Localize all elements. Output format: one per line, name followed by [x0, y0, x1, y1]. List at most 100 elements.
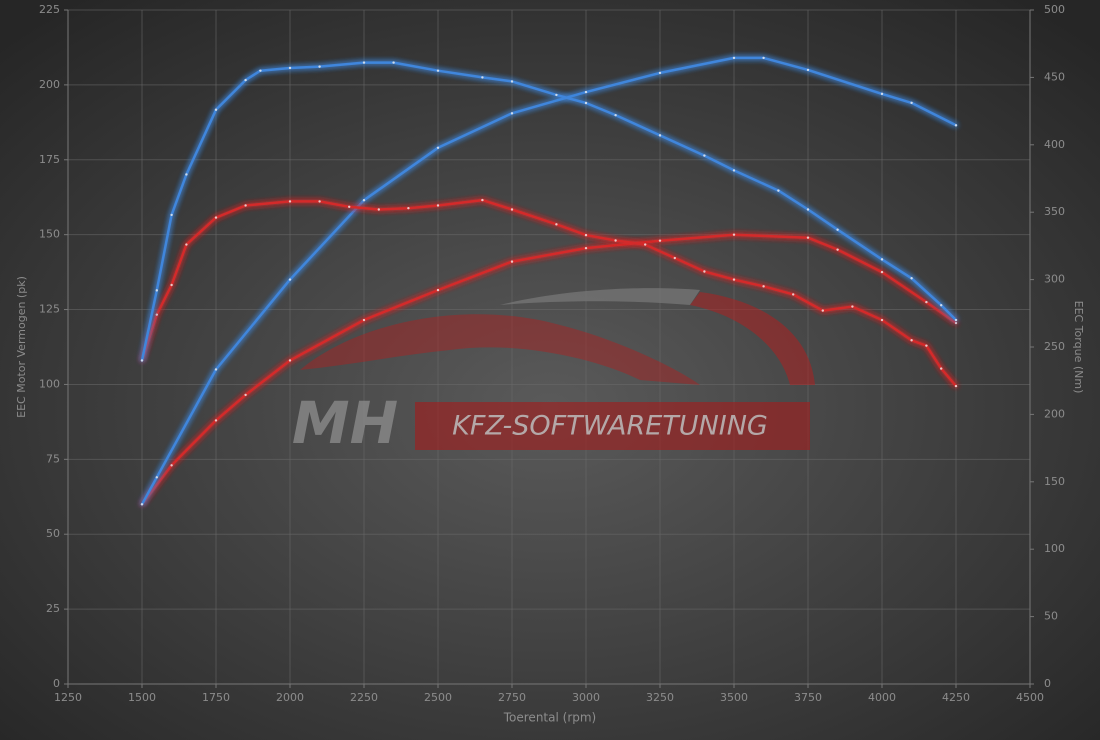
x-tick-label: 2000	[276, 691, 304, 704]
data-point	[777, 189, 780, 192]
y-tick-label: 200	[39, 78, 60, 91]
data-point	[348, 205, 351, 209]
data-point	[318, 65, 321, 68]
data-point	[436, 146, 440, 149]
data-point	[407, 206, 410, 210]
data-point	[214, 108, 218, 111]
data-point	[584, 233, 588, 237]
data-point	[436, 69, 440, 72]
data-point	[155, 476, 158, 479]
data-point	[377, 208, 380, 211]
data-point	[170, 213, 173, 217]
data-point	[362, 61, 366, 64]
data-point	[940, 367, 943, 370]
data-point	[910, 339, 913, 342]
data-point	[732, 169, 736, 172]
data-point	[170, 464, 173, 467]
data-point	[732, 278, 736, 281]
data-point	[214, 216, 218, 219]
data-point	[880, 318, 884, 322]
data-point	[584, 101, 588, 105]
x-tick-label: 4250	[942, 691, 970, 704]
y-tick-label: 0	[53, 677, 60, 690]
x-tick-label: 4000	[868, 691, 896, 704]
data-point	[584, 90, 588, 94]
y2-tick-label: 50	[1044, 610, 1058, 623]
data-point	[214, 419, 218, 422]
data-point	[644, 243, 647, 246]
data-point	[185, 173, 188, 176]
x-tick-label: 2500	[424, 691, 452, 704]
data-point	[155, 289, 158, 292]
data-point	[510, 260, 514, 263]
data-point	[954, 124, 958, 127]
data-point	[244, 393, 247, 397]
data-point	[925, 300, 928, 304]
logo-band	[415, 402, 810, 450]
data-point	[170, 283, 173, 287]
data-point	[925, 344, 928, 347]
data-point	[880, 92, 884, 96]
y2-tick-label: 500	[1044, 3, 1065, 16]
x-tick-label: 1750	[202, 691, 230, 704]
data-point	[481, 198, 484, 202]
data-point	[703, 154, 706, 157]
y2-tick-label: 100	[1044, 542, 1065, 555]
x-tick-label: 3500	[720, 691, 748, 704]
data-point	[658, 134, 662, 137]
y-axis-title: EEC Motor Vermogen (pk)	[15, 276, 28, 418]
data-point	[954, 318, 958, 322]
data-point	[288, 278, 292, 281]
data-point	[806, 236, 810, 239]
data-point	[658, 71, 662, 75]
data-point	[584, 246, 588, 250]
series-line	[140, 198, 958, 388]
x-tick-label: 1500	[128, 691, 156, 704]
data-point	[732, 56, 736, 60]
data-point	[510, 80, 514, 83]
data-point	[244, 78, 247, 82]
x-tick-label: 3000	[572, 691, 600, 704]
data-point	[851, 305, 854, 308]
series-line	[140, 233, 958, 506]
x-axis-title: Toerental (rpm)	[503, 711, 596, 725]
data-point	[555, 223, 558, 226]
y2-tick-label: 400	[1044, 138, 1065, 151]
data-point	[732, 233, 736, 236]
data-point	[155, 313, 158, 316]
data-point	[214, 368, 218, 371]
data-point	[836, 248, 839, 251]
x-tick-label: 4500	[1016, 691, 1044, 704]
logo-car	[300, 314, 700, 385]
logo-rear	[690, 292, 815, 385]
data-point	[362, 318, 366, 322]
data-point	[821, 309, 824, 312]
data-point	[806, 208, 810, 211]
data-point	[436, 204, 440, 207]
y2-tick-label: 300	[1044, 273, 1065, 286]
data-point	[614, 239, 617, 242]
data-point	[614, 113, 617, 117]
data-point	[288, 200, 292, 203]
y-tick-label: 150	[39, 228, 60, 241]
data-point	[362, 199, 366, 202]
data-point	[836, 228, 839, 231]
x-tick-label: 1250	[54, 691, 82, 704]
y-tick-label: 50	[46, 527, 60, 540]
data-point	[762, 56, 765, 60]
y2-tick-label: 200	[1044, 407, 1065, 420]
data-point	[259, 69, 262, 72]
y2-tick-label: 150	[1044, 475, 1065, 488]
data-point	[910, 277, 913, 280]
data-point	[792, 293, 795, 296]
y2-axis-title: EEC Torque (Nm)	[1072, 301, 1085, 394]
y2-tick-label: 450	[1044, 70, 1065, 83]
y-tick-label: 225	[39, 3, 60, 16]
data-point	[288, 66, 292, 70]
x-tick-label: 2750	[498, 691, 526, 704]
y2-tick-label: 250	[1044, 340, 1065, 353]
data-point	[318, 200, 321, 203]
data-point	[762, 285, 765, 288]
data-point	[673, 256, 676, 260]
